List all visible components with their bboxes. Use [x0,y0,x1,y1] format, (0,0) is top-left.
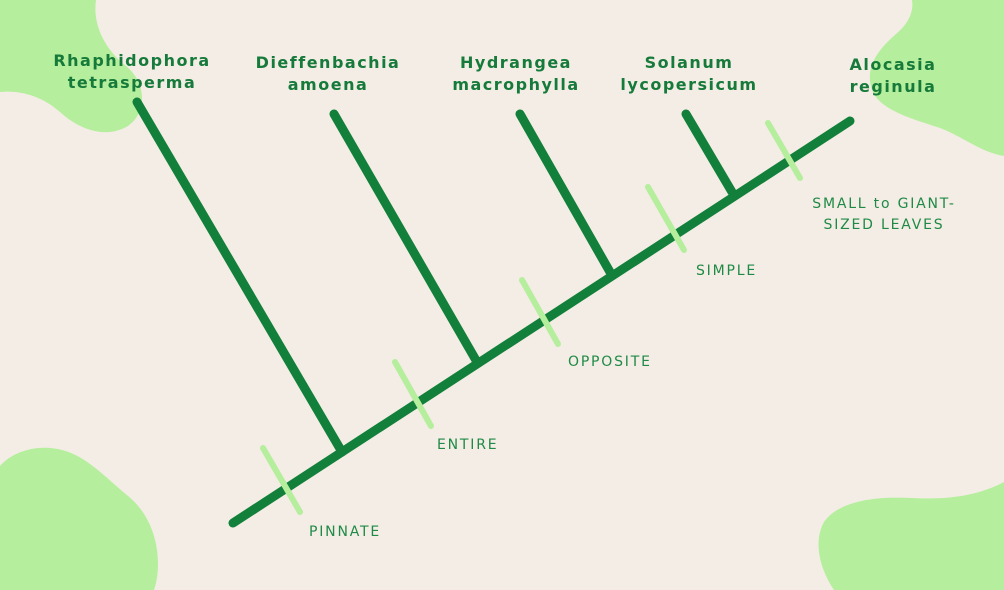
taxon-genus: Rhaphidophora [53,51,210,70]
taxon-genus: Solanum [645,53,734,72]
taxon-label-4: Solanum lycopersicum [620,53,757,94]
trait-tick-2 [392,359,434,429]
taxon-species: reginula [850,77,937,96]
trait-label-4: SIMPLE [696,263,757,279]
taxon-genus: Dieffenbachia [256,53,401,72]
branch-1 [132,97,347,457]
blob-bottom-left [0,447,158,590]
taxon-label-2: Dieffenbachia amoena [256,53,401,94]
trait-tick-4 [645,184,687,253]
taxon-species: amoena [288,75,369,94]
blob-top-right [869,0,1004,156]
taxon-species: tetrasperma [68,73,197,92]
trait-label-3: OPPOSITE [568,354,652,370]
main-axis [228,116,855,528]
taxon-species: macrophylla [452,75,579,94]
trait-label-1: PINNATE [309,524,381,540]
branch-3 [515,109,615,277]
trait-tick-5 [765,120,803,181]
branch-2 [329,109,482,367]
branch-4 [681,109,737,197]
trait-tick-3 [519,277,561,347]
taxon-label-1: Rhaphidophora tetrasperma [53,51,210,92]
taxon-genus: Alocasia [850,55,937,74]
taxon-label-5: Alocasia reginula [850,55,937,96]
trait-label-2: ENTIRE [437,437,498,453]
trait-tick-1 [260,445,303,515]
taxon-species: lycopersicum [620,75,757,94]
taxon-label-3: Hydrangea macrophylla [452,53,579,94]
blob-bottom-right [818,482,1004,590]
taxon-genus: Hydrangea [460,53,572,72]
blob-top-left [0,0,143,133]
trait-label-5: SMALL to GIANT-SIZED LEAVES [812,196,955,233]
